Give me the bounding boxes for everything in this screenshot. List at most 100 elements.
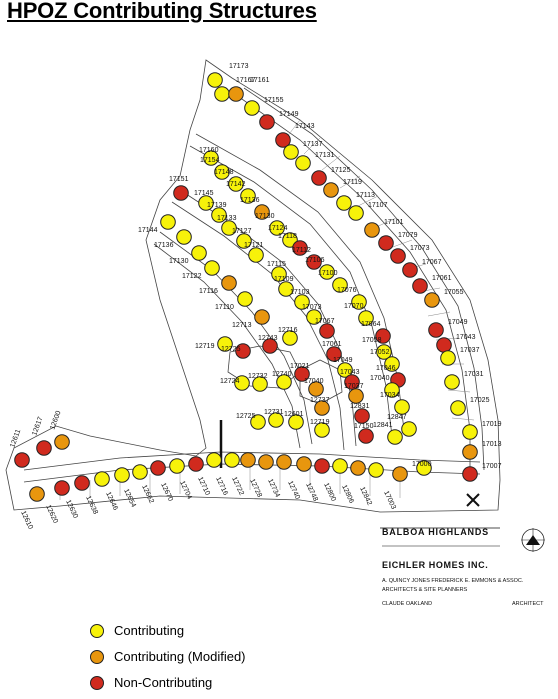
lot-label: 12719 bbox=[310, 419, 330, 426]
lot-marker-contributing bbox=[198, 195, 214, 211]
lot-label: 17112 bbox=[292, 247, 311, 254]
street-c-edge-2 bbox=[153, 243, 301, 449]
lot-label: 17136 bbox=[240, 197, 260, 204]
lot-label: 17101 bbox=[384, 219, 404, 226]
lot-marker-non-contributing bbox=[259, 114, 275, 130]
lot-marker-contributing bbox=[214, 164, 230, 180]
lot-marker-contributing bbox=[269, 220, 285, 236]
lot-label: 12841 bbox=[373, 422, 393, 429]
legend-label: Non-Contributing bbox=[114, 675, 213, 690]
lot-label: 17021 bbox=[290, 363, 310, 370]
lot-marker-non-contributing bbox=[402, 262, 418, 278]
lot-label: 17076 bbox=[337, 287, 357, 294]
lot-label: 17145 bbox=[194, 190, 214, 197]
lot-label: 12847 bbox=[387, 414, 407, 421]
lot-label: 17055 bbox=[444, 289, 464, 296]
lot-marker-non-contributing bbox=[188, 456, 204, 472]
lot-label: 17031 bbox=[464, 371, 484, 378]
lot-lines bbox=[59, 119, 475, 500]
lot-marker-contributing bbox=[244, 100, 260, 116]
lot-label: 12734 bbox=[266, 478, 281, 499]
lot-label: 17130 bbox=[169, 258, 189, 265]
lot-marker-non-contributing bbox=[319, 323, 335, 339]
lot-label: 12731 bbox=[264, 409, 284, 416]
lot-marker-contributing bbox=[294, 294, 310, 310]
lot-label: 12725 bbox=[221, 346, 241, 353]
lot-marker-contributing bbox=[282, 330, 298, 346]
lot-marker-contributing bbox=[384, 382, 400, 398]
lot-marker-non-contributing bbox=[74, 475, 90, 491]
lot-label: 17167 bbox=[236, 77, 256, 84]
lot-label: 17003 bbox=[382, 490, 397, 511]
lot-marker-contributing bbox=[203, 150, 219, 166]
lot-marker-non-contributing bbox=[344, 374, 360, 390]
lot-marker-contributing-modified bbox=[462, 444, 478, 460]
boulevard-west-edge bbox=[231, 91, 471, 470]
lot-label: 17103 bbox=[290, 289, 310, 296]
lot-label: 17043 bbox=[340, 369, 360, 376]
non-contributing-dot-icon bbox=[90, 676, 104, 690]
lot-label: 17151 bbox=[169, 176, 189, 183]
lot-label: 12716 bbox=[214, 476, 229, 497]
lot-label: 17115 bbox=[267, 261, 286, 268]
project-name: BALBOA HIGHLANDS bbox=[382, 527, 489, 537]
lot-marker-contributing bbox=[450, 400, 466, 416]
planners-name: A. QUINCY JONES FREDERICK E. EMMONS & AS… bbox=[382, 578, 524, 584]
lot-marker-contributing-modified bbox=[364, 222, 380, 238]
lot-label: 17173 bbox=[229, 63, 249, 70]
legend-label: Contributing bbox=[114, 623, 185, 638]
lot-label: 17131 bbox=[315, 152, 335, 159]
lot-marker-non-contributing bbox=[173, 185, 189, 201]
lot-marker-contributing bbox=[278, 281, 294, 297]
associate-role: ARCHITECT bbox=[512, 601, 544, 607]
lot-marker-non-contributing bbox=[275, 132, 291, 148]
lot-marker-contributing-modified bbox=[424, 292, 440, 308]
lot-marker-contributing-modified bbox=[228, 86, 244, 102]
lot-label: 17019 bbox=[482, 421, 502, 428]
lot-label: 12704 bbox=[178, 480, 193, 501]
lot-label: 12601 bbox=[284, 411, 304, 418]
lot-label: 12611 bbox=[9, 428, 22, 448]
lot-marker-contributing bbox=[319, 264, 335, 280]
contributing-dot-icon bbox=[90, 624, 104, 638]
lot-label: 17052 bbox=[370, 349, 390, 356]
lot-marker-non-contributing bbox=[150, 460, 166, 476]
lot-label: 12737 bbox=[310, 397, 330, 404]
lot-marker-contributing bbox=[114, 467, 130, 483]
lot-marker-contributing bbox=[206, 452, 222, 468]
lot-label: 17061 bbox=[432, 275, 452, 282]
lot-marker-contributing bbox=[217, 336, 233, 352]
lot-label: 17150 bbox=[354, 423, 374, 430]
lot-marker-contributing bbox=[332, 458, 348, 474]
lot-label: 17121 bbox=[244, 242, 264, 249]
lot-marker-non-contributing bbox=[262, 338, 278, 354]
lot-marker-contributing bbox=[306, 309, 322, 325]
lot-marker-contributing bbox=[416, 460, 432, 476]
lot-label: 17139 bbox=[207, 202, 227, 209]
lot-label: 17127 bbox=[232, 228, 252, 235]
lot-marker-contributing bbox=[401, 421, 417, 437]
lot-label: 12617 bbox=[31, 416, 44, 437]
lot-label: 17034 bbox=[380, 392, 400, 399]
lot-marker-contributing-modified bbox=[276, 454, 292, 470]
lot-label: 17122 bbox=[182, 273, 202, 280]
cross-street-edge bbox=[23, 451, 481, 471]
lot-label: 17046 bbox=[376, 365, 396, 372]
street-b-edge-2 bbox=[171, 201, 345, 451]
lot-label: 17100 bbox=[318, 270, 338, 277]
lot-label: 17116 bbox=[199, 288, 218, 295]
lot-label: 17124 bbox=[268, 225, 288, 232]
lot-marker-contributing-modified bbox=[314, 400, 330, 416]
lot-label: 17000 bbox=[412, 461, 432, 468]
lot-label: 17073 bbox=[302, 304, 322, 311]
lot-label: 12732 bbox=[248, 373, 268, 380]
lot-marker-contributing-modified bbox=[348, 388, 364, 404]
lot-marker-contributing-modified bbox=[350, 460, 366, 476]
lot-label: 17136 bbox=[154, 242, 174, 249]
lot-marker-contributing bbox=[248, 247, 264, 263]
lot-label: 17067 bbox=[315, 318, 335, 325]
lot-marker-non-contributing bbox=[326, 346, 342, 362]
lot-label: 17058 bbox=[362, 337, 382, 344]
lot-marker-non-contributing bbox=[378, 235, 394, 251]
